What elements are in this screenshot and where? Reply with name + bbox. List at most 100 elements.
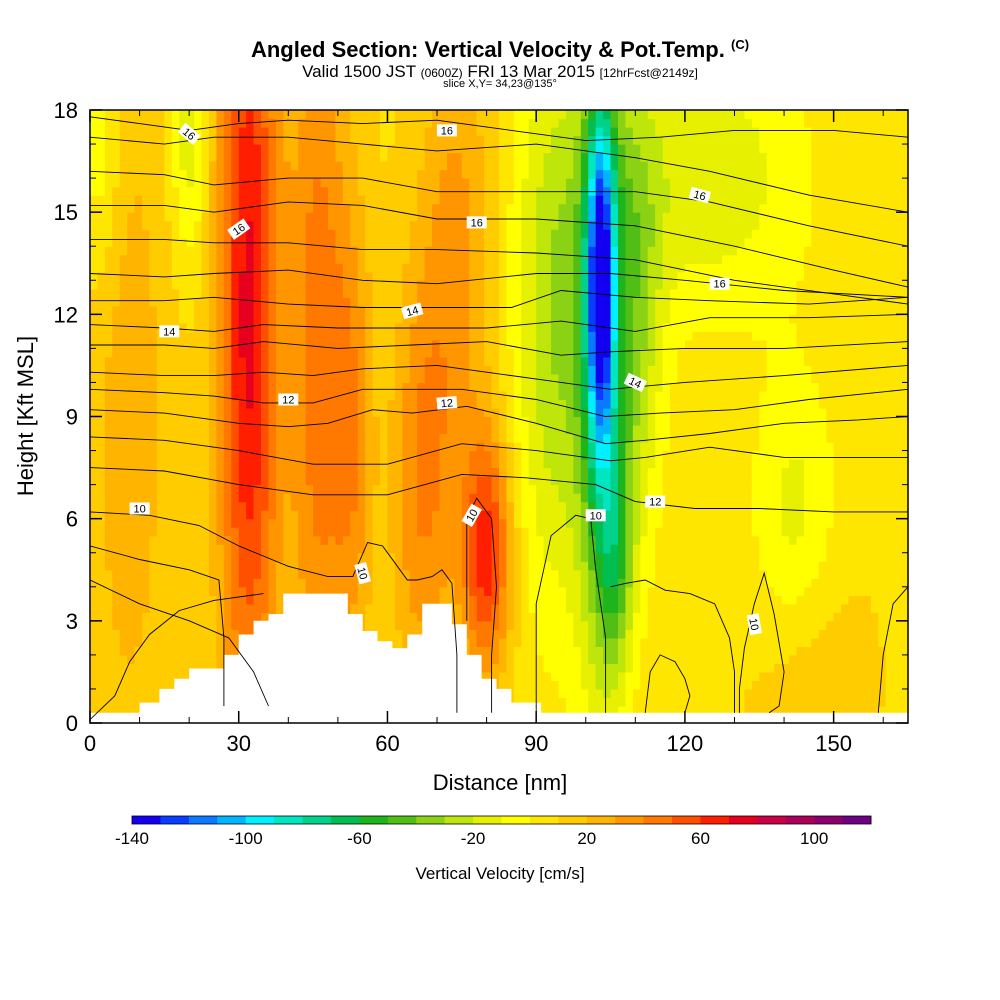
velocity-cell <box>402 493 411 503</box>
velocity-cell <box>841 382 850 392</box>
velocity-cell <box>179 671 188 682</box>
velocity-cell <box>275 450 284 460</box>
velocity-cell <box>171 586 180 596</box>
velocity-cell <box>543 629 552 639</box>
velocity-cell <box>580 459 589 469</box>
velocity-cell <box>900 493 908 503</box>
velocity-cell <box>149 390 158 401</box>
velocity-cell <box>677 569 686 579</box>
velocity-cell <box>171 501 180 511</box>
velocity-cell <box>707 339 716 349</box>
velocity-cell <box>521 476 530 486</box>
velocity-cell <box>409 416 418 426</box>
velocity-cell <box>729 399 738 409</box>
velocity-cell <box>275 459 284 469</box>
velocity-cell <box>506 365 515 375</box>
velocity-cell <box>893 484 902 494</box>
velocity-cell <box>781 407 790 418</box>
velocity-cell <box>684 578 693 588</box>
velocity-cell <box>320 535 329 545</box>
velocity-cell <box>729 373 738 384</box>
velocity-cell <box>320 561 329 571</box>
velocity-cell <box>142 527 151 537</box>
velocity-cell <box>722 501 731 511</box>
velocity-cell <box>878 510 887 520</box>
title-text: Angled Section: Vertical Velocity & Pot.… <box>250 37 725 62</box>
velocity-cell <box>863 390 872 401</box>
velocity-cell <box>134 629 143 639</box>
velocity-cell <box>104 663 113 673</box>
velocity-cell <box>855 612 864 622</box>
velocity-cell <box>848 705 857 716</box>
velocity-cell <box>670 697 679 707</box>
velocity-cell <box>90 331 99 341</box>
velocity-cell <box>491 425 500 435</box>
velocity-cell <box>878 348 887 358</box>
velocity-cell <box>893 399 902 409</box>
velocity-cell <box>826 595 835 605</box>
velocity-cell <box>714 629 723 639</box>
velocity-cell <box>841 416 850 426</box>
velocity-cell <box>201 552 210 562</box>
velocity-cell <box>610 501 619 511</box>
velocity-cell <box>789 612 798 622</box>
velocity-cell <box>736 407 745 418</box>
velocity-cell <box>528 595 537 605</box>
velocity-cell <box>394 595 403 605</box>
velocity-cell <box>97 671 106 682</box>
velocity-cell <box>833 433 842 443</box>
velocity-cell <box>662 399 671 409</box>
velocity-cell <box>119 459 128 469</box>
velocity-cell <box>841 348 850 358</box>
velocity-cell <box>171 425 180 435</box>
velocity-cell <box>365 586 374 596</box>
velocity-cell <box>759 467 768 477</box>
velocity-cell <box>662 527 671 537</box>
velocity-cell <box>164 637 173 647</box>
velocity-cell <box>216 442 225 452</box>
velocity-cell <box>744 510 753 520</box>
velocity-cell <box>238 407 247 418</box>
velocity-cell <box>863 518 872 528</box>
velocity-cell <box>327 433 336 443</box>
velocity-cell <box>97 356 106 367</box>
velocity-cell <box>268 356 277 367</box>
velocity-cell <box>789 603 798 613</box>
velocity-cell <box>476 399 485 409</box>
velocity-cell <box>298 586 307 596</box>
velocity-cell <box>789 484 798 494</box>
velocity-cell <box>640 399 649 409</box>
velocity-cell <box>885 518 894 528</box>
velocity-cell <box>558 671 567 682</box>
velocity-cell <box>127 561 136 571</box>
velocity-cell <box>893 569 902 579</box>
velocity-cell <box>803 654 812 664</box>
velocity-cell <box>536 518 545 528</box>
velocity-cell <box>900 510 908 520</box>
velocity-cell <box>573 637 582 647</box>
velocity-cell <box>610 578 619 588</box>
velocity-cell <box>238 382 247 392</box>
velocity-cell <box>848 586 857 596</box>
velocity-cell <box>870 518 879 528</box>
velocity-cell <box>818 671 827 682</box>
velocity-cell <box>104 493 113 503</box>
velocity-cell <box>439 595 448 605</box>
velocity-cell <box>617 569 627 579</box>
velocity-cell <box>238 442 247 452</box>
velocity-cell <box>283 382 292 392</box>
velocity-cell <box>818 484 827 494</box>
velocity-cell <box>610 680 619 690</box>
velocity-cell <box>536 569 545 579</box>
velocity-cell <box>885 603 894 613</box>
velocity-cell <box>863 620 872 630</box>
velocity-cell <box>335 467 344 477</box>
velocity-cell <box>796 510 805 520</box>
velocity-cell <box>394 373 403 384</box>
velocity-cell <box>119 654 128 664</box>
velocity-cell <box>714 339 723 349</box>
velocity-cell <box>565 365 574 375</box>
velocity-cell <box>201 527 210 537</box>
velocity-cell <box>134 620 143 630</box>
velocity-cell <box>811 578 820 588</box>
